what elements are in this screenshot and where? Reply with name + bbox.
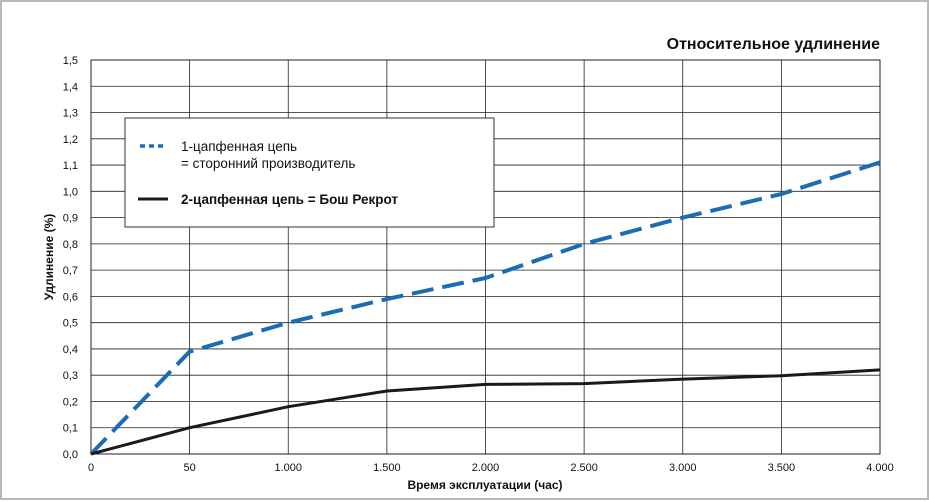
chart-title: Относительное удлинение	[667, 36, 880, 53]
legend-label-series-2: 2-цапфенная цепь = Бош Рекрот	[181, 192, 398, 207]
y-tick-label: 0,4	[63, 344, 78, 356]
x-tick-label: 4.000	[866, 462, 894, 474]
y-tick-label: 0,6	[63, 291, 78, 303]
x-tick-label: 2.000	[472, 462, 500, 474]
series-line-1	[89, 160, 881, 456]
x-tick-labels: 0 50 1.000 1.500 2.000 2.500 3.000 3.500 4.000	[88, 462, 894, 474]
series-line-2	[90, 368, 881, 456]
y-tick-label: 1,4	[63, 81, 78, 93]
y-tick-label: 0,9	[63, 213, 78, 225]
legend-label-series-1-line-2: = сторонний производитель	[181, 156, 355, 171]
y-tick-labels: 0,0 0,1 0,2 0,3 0,4 0,5 0,6 0,7 0,8 0,9 1,0 1,1 1,2 1…	[63, 55, 78, 461]
y-axis-label: Удлинение (%)	[42, 214, 56, 301]
y-tick-label: 0,8	[63, 239, 78, 251]
legend-box	[124, 117, 495, 228]
x-tick-label: 0	[88, 462, 94, 474]
x-tick-label: 1.500	[373, 462, 401, 474]
x-tick-label: 3.500	[768, 462, 796, 474]
y-tick-label: 1,5	[63, 55, 78, 67]
y-tick-label: 1,0	[63, 186, 78, 198]
series-lines	[89, 160, 881, 456]
x-tick-label: 1.000	[274, 462, 302, 474]
x-tick-label: 50	[184, 462, 196, 474]
y-tick-label: 1,1	[63, 160, 78, 172]
y-tick-label: 0,7	[63, 265, 78, 277]
legend-label-series-1-line-1: 1-цапфенная цепь	[181, 139, 297, 154]
y-tick-label: 0,1	[63, 423, 78, 435]
y-tick-label: 0,3	[63, 370, 78, 382]
x-axis-label: Время эксплуатации (час)	[407, 478, 562, 492]
y-tick-label: 1,3	[63, 108, 78, 120]
y-tick-label: 0,5	[63, 318, 78, 330]
legend: 1-цапфенная цепь = сторонний производите…	[124, 117, 495, 228]
y-tick-label: 0,0	[63, 449, 78, 461]
x-tick-label: 3.000	[669, 462, 697, 474]
y-tick-label: 0,2	[63, 396, 78, 408]
y-tick-label: 1,2	[63, 134, 78, 146]
x-tick-label: 2.500	[570, 462, 598, 474]
